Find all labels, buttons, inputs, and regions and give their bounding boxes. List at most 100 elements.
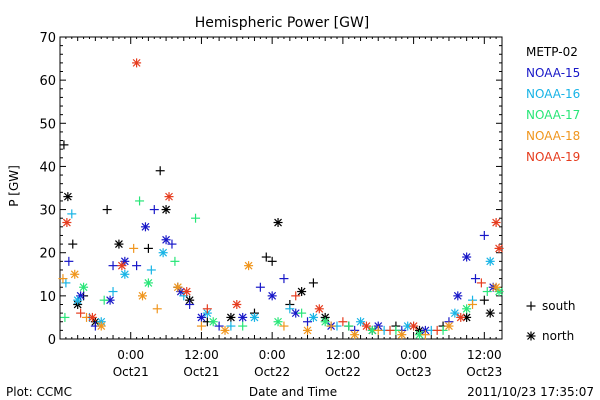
data-point [314, 304, 324, 314]
marker-stroke [315, 304, 324, 313]
marker-stroke [492, 218, 501, 227]
data-point [432, 325, 442, 335]
marker-stroke [492, 283, 501, 292]
data-point [152, 304, 162, 314]
marker-stroke [232, 300, 241, 309]
data-point [135, 196, 145, 206]
axes: 0 10 20 30 40 50 60 70 0:00 Oct21 12:00 Oct21 0:00 Oc… [39, 31, 503, 379]
data-point [132, 261, 142, 271]
data-point [462, 252, 472, 262]
data-point [196, 312, 206, 322]
y-tick-label: 0 [48, 333, 56, 348]
x-tick-date-label: Oct23 [466, 365, 502, 379]
y-tick-label: 40 [39, 160, 56, 175]
marker-stroke [115, 240, 123, 249]
data-point [470, 274, 480, 284]
data-point [373, 325, 383, 335]
marker-stroke [106, 296, 115, 305]
data-point [450, 308, 460, 318]
marker-stroke [415, 330, 424, 339]
data-point [64, 256, 74, 266]
marker-stroke [495, 287, 503, 296]
plot-frame [59, 36, 503, 340]
marker-stroke [486, 309, 495, 318]
data-point [297, 287, 307, 297]
marker-stroke [462, 313, 471, 322]
data-point [232, 299, 242, 309]
data-point [70, 269, 80, 279]
data-point [279, 321, 289, 331]
marker-stroke [132, 58, 141, 67]
data-point [285, 304, 295, 314]
data-point [273, 218, 283, 228]
marker-stroke [244, 261, 253, 270]
data-point [114, 239, 124, 249]
data-point [356, 317, 366, 327]
data-point [182, 287, 192, 297]
x-tick-date-label: Oct22 [325, 365, 361, 379]
data-point [146, 265, 156, 275]
marker-stroke [120, 257, 129, 266]
legend-marker [526, 301, 536, 311]
y-tick-label: 50 [39, 117, 56, 132]
data-point [297, 308, 307, 318]
data-point [494, 287, 504, 297]
marker-stroke [397, 330, 406, 339]
marker-stroke [182, 287, 191, 296]
y-axis-label: P [GW] [7, 165, 21, 207]
data-point [255, 282, 265, 292]
data-point [102, 205, 112, 215]
data-point [479, 295, 489, 305]
data-point [267, 291, 277, 301]
marker-stroke [368, 326, 377, 335]
marker-stroke [268, 291, 277, 300]
data-point [132, 58, 142, 68]
marker-stroke [97, 322, 106, 330]
data-point [361, 321, 371, 331]
x-axis-label: Date and Time [249, 385, 337, 399]
x-tick-date-label: Oct22 [254, 365, 290, 379]
data-point [350, 330, 360, 340]
data-point [338, 317, 348, 327]
marker-stroke [63, 192, 72, 201]
data-point [161, 235, 171, 245]
legend: METP-02 NOAA-15 NOAA-16 NOAA-17 NOAA-18 NOAA-… [526, 45, 580, 343]
data-point [409, 321, 419, 331]
data-point [161, 205, 171, 215]
data-point [155, 166, 165, 176]
marker-stroke [274, 317, 282, 326]
legend-entry: NOAA-17 [526, 108, 580, 122]
data-point [261, 252, 271, 262]
data-point [99, 295, 109, 305]
marker-stroke [445, 322, 453, 330]
marker-stroke [159, 248, 168, 257]
data-point [208, 317, 218, 327]
data-point [385, 325, 395, 335]
data-point [120, 269, 130, 279]
data-point [468, 299, 478, 309]
footer-credit: Plot: CCMC [6, 385, 72, 399]
data-point [117, 261, 127, 271]
x-tick-time-label: 0:00 [117, 348, 144, 362]
data-point [303, 317, 313, 327]
marker-stroke [162, 235, 171, 244]
marker-stroke [495, 244, 503, 253]
legend-entry: METP-02 [526, 45, 578, 59]
legend-entry: NOAA-16 [526, 87, 580, 101]
y-tick-label: 60 [39, 74, 56, 89]
data-point [444, 321, 454, 331]
marker-stroke [274, 218, 282, 227]
data-point [226, 321, 236, 331]
marker-stroke [138, 291, 147, 300]
marker-stroke [173, 283, 182, 292]
y-tick-label: 20 [39, 247, 56, 262]
data-point [456, 312, 466, 322]
data-point [191, 213, 201, 223]
x-tick-time-label: 0:00 [400, 348, 427, 362]
x-tick-date-label: Oct21 [183, 365, 219, 379]
y-tick-label: 70 [39, 31, 56, 46]
data-point [87, 312, 97, 322]
data-point [326, 321, 336, 331]
data-point [143, 278, 153, 288]
